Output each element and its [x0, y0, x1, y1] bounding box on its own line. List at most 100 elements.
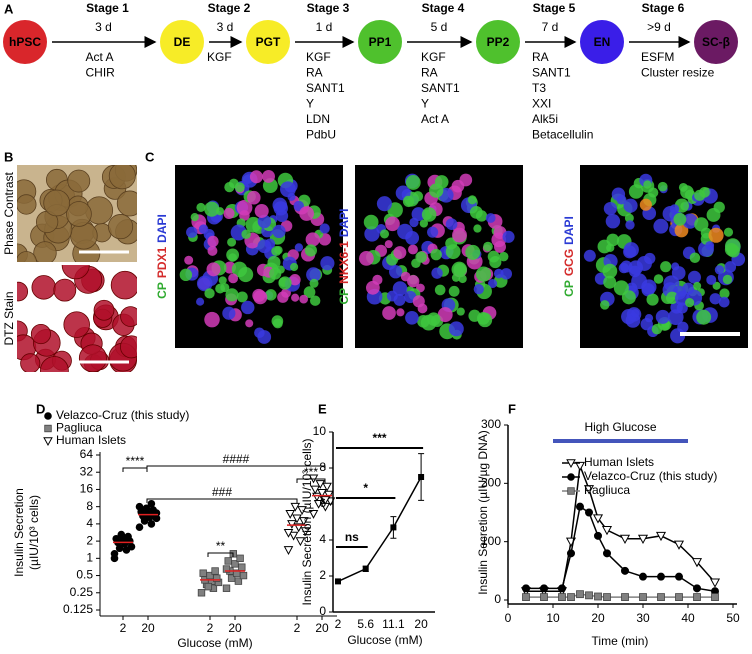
y-axis-title: Insulin Secretion (µIU/10³ cells): [300, 439, 314, 606]
cell: [363, 214, 379, 230]
cell: [624, 213, 634, 223]
y-tick-label: 10: [313, 424, 327, 438]
panel-label: C: [145, 149, 155, 164]
stage-label: Stage 3: [307, 1, 350, 15]
data-point: [135, 502, 144, 511]
stage-factor: SANT1: [306, 81, 345, 95]
cell: [483, 241, 493, 252]
cell: [666, 291, 679, 305]
label-word: CP: [155, 282, 169, 299]
x-tick-label: 20: [315, 621, 329, 635]
cell: [289, 274, 301, 286]
cell: [277, 291, 289, 303]
cell: [303, 286, 316, 298]
stage-label: Stage 1: [86, 1, 129, 15]
cell: [393, 293, 406, 306]
cell: [385, 216, 400, 232]
cell: [275, 209, 289, 222]
data-point: [292, 514, 302, 524]
cell: [724, 261, 737, 273]
data-point: [637, 534, 649, 544]
stage-factor: RA: [306, 66, 323, 80]
cell: [685, 298, 695, 308]
cell: [469, 205, 483, 219]
cell: [228, 253, 237, 262]
cell: [364, 226, 380, 242]
x-tick-label: 20: [591, 611, 605, 625]
stage-factor: Act A: [86, 50, 114, 64]
data-point: [655, 531, 667, 542]
cell: [417, 315, 430, 328]
cell: [673, 212, 687, 226]
organoid: [78, 344, 107, 372]
cell: [204, 311, 220, 328]
cell: [655, 309, 670, 324]
cell: [430, 248, 442, 261]
data-point: [204, 582, 212, 591]
data-point: [322, 482, 332, 492]
cell: [241, 300, 255, 315]
data-point: [310, 485, 321, 495]
cell: [605, 214, 621, 229]
significance-bracket: [122, 467, 148, 472]
cell: [722, 274, 733, 285]
y-tick-label: 300: [481, 417, 501, 431]
image-label: DTZ Stain: [2, 291, 16, 345]
legend-label: Pagliuca: [56, 421, 102, 435]
x-tick-label: 11.1: [382, 617, 405, 631]
cell: [644, 252, 656, 265]
data-point: [124, 532, 132, 541]
micrograph: [175, 165, 343, 348]
cell: [487, 250, 500, 263]
legend-marker: [566, 459, 576, 469]
significance-bracket: [207, 552, 234, 557]
stage-duration: 1 d: [316, 20, 333, 34]
significance-bracket: [146, 498, 298, 503]
cell: [253, 290, 268, 305]
x-tick-label: 20: [141, 621, 155, 635]
data-point: [197, 589, 206, 597]
data-point: [709, 578, 721, 588]
data-point: [320, 496, 331, 505]
label-word: DAPI: [562, 216, 576, 245]
data-point: [295, 537, 306, 547]
node-label: PP2: [487, 35, 510, 49]
data-point: [300, 527, 311, 537]
stage-duration: 7 d: [542, 20, 559, 34]
cell: [186, 226, 198, 238]
x-tick-label: 50: [726, 611, 740, 625]
data-point: [621, 566, 629, 575]
cell: [687, 270, 701, 284]
y-tick-label: 100: [481, 534, 501, 548]
organoid: [40, 356, 69, 372]
y-tick-label: 32: [80, 464, 94, 478]
data-point: [522, 584, 530, 593]
organoid: [107, 214, 134, 240]
panel-label: D: [36, 401, 45, 416]
data-point: [283, 528, 294, 538]
cell: [262, 169, 275, 183]
micrograph: [355, 165, 523, 348]
cell: [473, 224, 482, 233]
cell: [451, 261, 468, 278]
data-point: [308, 510, 319, 519]
data-point: [639, 593, 647, 601]
stage-factor: Y: [306, 97, 314, 111]
cell: [196, 202, 206, 212]
cell: [682, 213, 698, 229]
cell: [718, 296, 730, 308]
significance-label: ***: [304, 465, 318, 479]
cell: [427, 226, 439, 238]
stage-factor: LDN: [306, 112, 330, 126]
y-tick-label: 8: [319, 460, 326, 474]
cell: [426, 312, 441, 326]
stage-label: Stage 5: [533, 1, 576, 15]
data-point: [239, 571, 248, 580]
stage-factor: T3: [532, 81, 546, 95]
stage-node: [476, 20, 520, 64]
stage-node: [694, 20, 738, 64]
y-tick-label: 0: [494, 592, 501, 606]
cell: [257, 239, 272, 254]
cell: [269, 267, 282, 280]
